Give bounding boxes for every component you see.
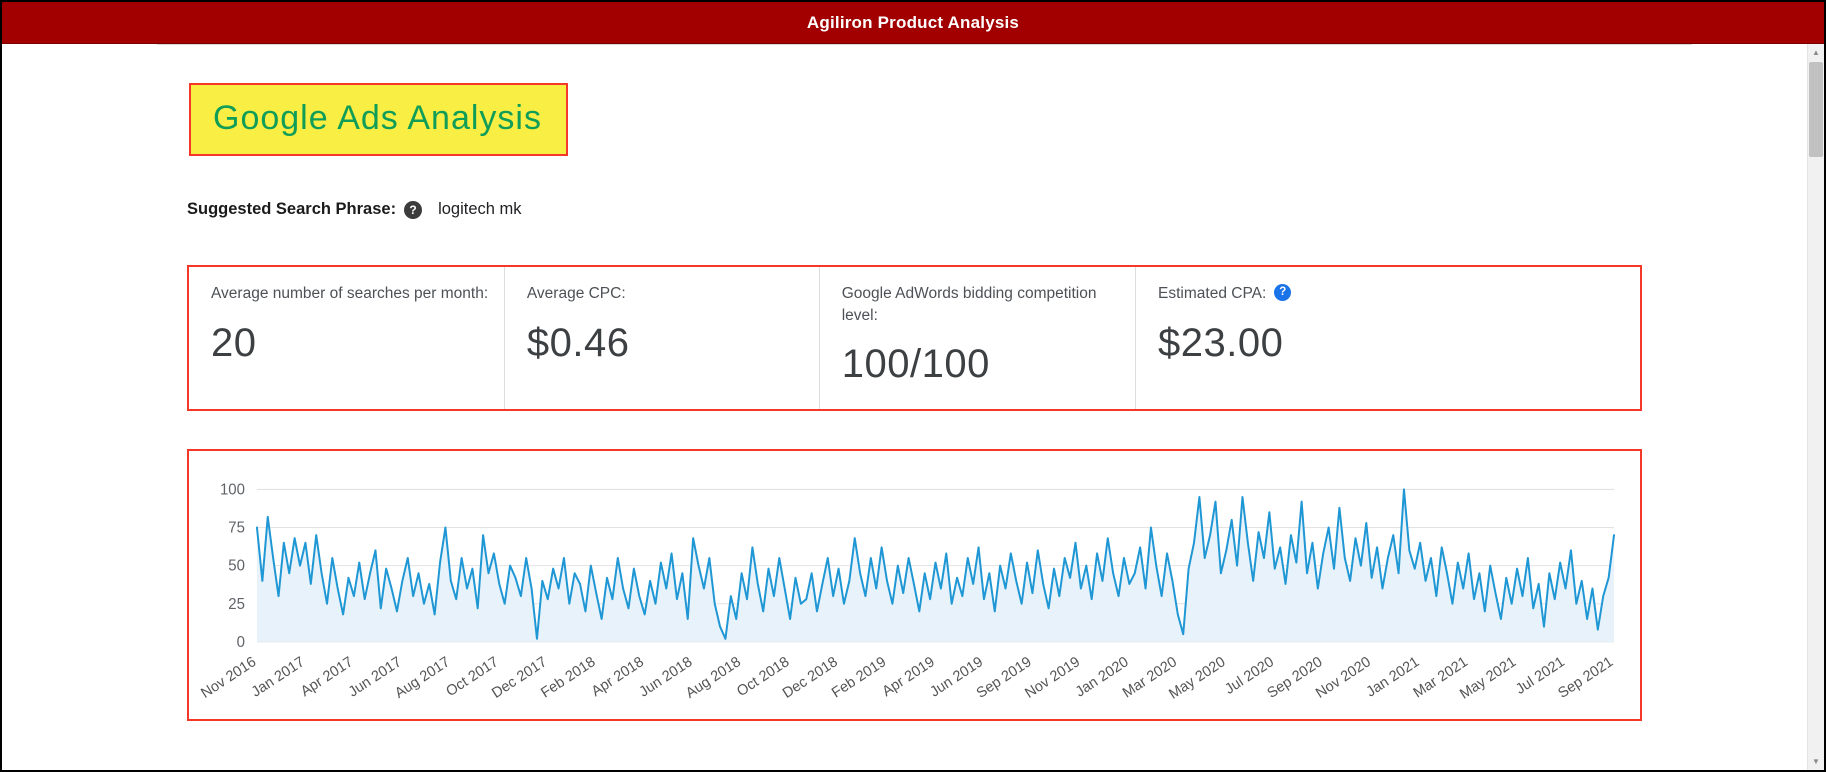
- metric-card-competition: Google AdWords bidding competition level…: [818, 267, 1135, 410]
- question-mark-icon[interactable]: ?: [404, 200, 423, 219]
- vertical-scrollbar[interactable]: ▲ ▼: [1807, 44, 1824, 770]
- metric-label-text: Estimated CPA:: [1158, 285, 1267, 302]
- svg-text:Apr 2018: Apr 2018: [589, 654, 647, 700]
- svg-text:25: 25: [228, 596, 245, 613]
- svg-text:Aug 2017: Aug 2017: [392, 654, 453, 702]
- suggested-phrase-row: Suggested Search Phrase: ? logitech mk: [187, 200, 1692, 219]
- metric-label: Estimated CPA: ?: [1158, 283, 1626, 305]
- svg-text:Nov 2016: Nov 2016: [198, 654, 259, 702]
- metric-value: 100/100: [841, 342, 990, 387]
- scroll-up-button[interactable]: ▲: [1808, 44, 1824, 61]
- svg-text:Dec 2018: Dec 2018: [780, 654, 841, 702]
- metric-label: Average CPC:: [527, 283, 805, 305]
- analysis-page: Google Ads Analysis Suggested Search Phr…: [157, 44, 1692, 722]
- metric-value: $23.00: [1158, 321, 1284, 365]
- metric-card-searches: Average number of searches per month: 20: [189, 267, 504, 409]
- suggested-phrase-label: Suggested Search Phrase:: [187, 200, 397, 218]
- window-title: Agiliron Product Analysis: [806, 12, 1020, 32]
- content-area: ▲ ▼ Google Ads Analysis Suggested Search…: [2, 44, 1824, 770]
- metric-label: Average number of searches per month:: [211, 283, 490, 305]
- metrics-panel: Average number of searches per month: 20…: [187, 265, 1642, 412]
- svg-text:Jan 2017: Jan 2017: [249, 654, 308, 701]
- metric-value: 20: [211, 321, 257, 365]
- scrollbar-thumb[interactable]: [1809, 62, 1823, 157]
- svg-text:Aug 2018: Aug 2018: [683, 654, 744, 702]
- svg-text:Sep 2021: Sep 2021: [1555, 654, 1616, 702]
- svg-text:100: 100: [220, 482, 245, 499]
- svg-text:Apr 2019: Apr 2019: [880, 654, 938, 700]
- metric-label-text: Average CPC:: [526, 285, 626, 302]
- svg-text:Apr 2017: Apr 2017: [298, 654, 356, 700]
- metric-label-text: Google AdWords bidding competition level…: [841, 285, 1097, 324]
- page-title: Google Ads Analysis: [213, 99, 542, 137]
- svg-text:0: 0: [237, 634, 245, 651]
- metric-label: Google AdWords bidding competition level…: [842, 283, 1121, 326]
- suggested-phrase-value: logitech mk: [438, 200, 522, 218]
- question-mark-icon[interactable]: ?: [1274, 284, 1292, 301]
- chart-annotation-box: 0 25 50 75 100 Nov 2016 Jan 2017 Apr 2017 Jun 20…: [187, 449, 1642, 722]
- scroll-down-button[interactable]: ▼: [1808, 753, 1824, 770]
- svg-text:75: 75: [228, 520, 245, 537]
- svg-text:Feb 2019: Feb 2019: [829, 654, 889, 701]
- svg-text:Nov 2020: Nov 2020: [1313, 654, 1374, 702]
- metric-card-cpa: Estimated CPA: ? $23.00: [1135, 267, 1640, 410]
- metric-card-cpc: Average CPC: $0.46: [503, 267, 819, 410]
- title-bar: Agiliron Product Analysis: [2, 2, 1824, 44]
- metric-value: $0.46: [526, 321, 630, 365]
- heading-annotation-box: Google Ads Analysis: [189, 83, 568, 156]
- svg-text:Feb 2018: Feb 2018: [538, 654, 598, 701]
- heading-highlight: Google Ads Analysis: [191, 85, 566, 154]
- svg-text:Nov 2019: Nov 2019: [1022, 654, 1083, 702]
- metric-label-text: Average number of searches per month:: [211, 285, 489, 302]
- svg-text:50: 50: [228, 558, 245, 575]
- svg-text:Dec 2017: Dec 2017: [489, 654, 550, 702]
